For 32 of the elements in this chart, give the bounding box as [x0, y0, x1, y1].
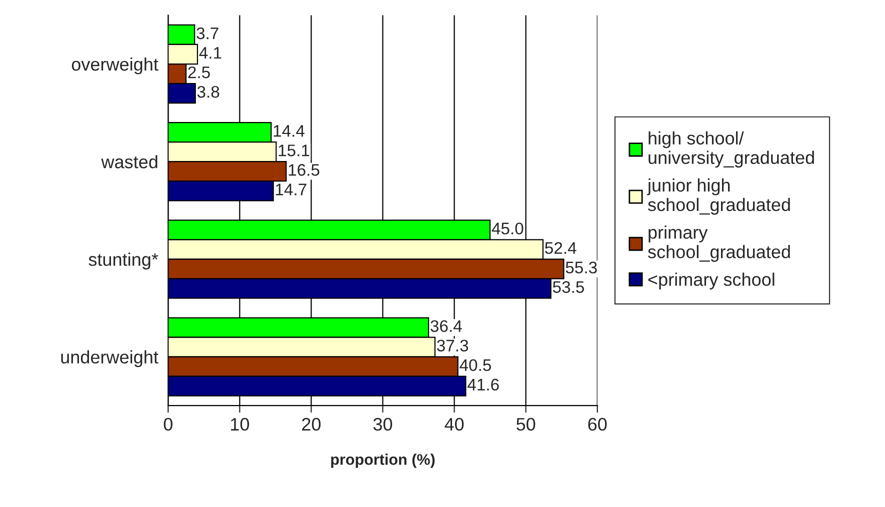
data-label: 40.5 [460, 359, 492, 372]
legend-label: junior high school_graduated [647, 178, 790, 215]
data-label: 53.5 [552, 281, 584, 293]
x-tick-label: 10 [231, 418, 250, 431]
y-tick-label: stunting* [88, 252, 158, 270]
legend-label: high school/ university_graduated [648, 131, 814, 168]
x-tick-label: 0 [164, 418, 172, 431]
y-tick-label: wasted [101, 155, 158, 168]
data-label: 3.7 [196, 27, 218, 40]
data-label: 36.4 [430, 320, 462, 332]
y-tick-label: underweight [61, 350, 158, 368]
x-tick-label: 40 [444, 418, 464, 431]
legend-label: primary school_graduated [648, 226, 790, 262]
data-label: 16.5 [288, 164, 320, 176]
data-label: 14.4 [274, 125, 305, 137]
data-label: 55.3 [566, 262, 597, 274]
data-label: 52.4 [545, 242, 576, 254]
data-label: 15.1 [278, 144, 310, 156]
legend-label: <primary school [648, 272, 774, 290]
x-tick-label: 30 [373, 418, 392, 431]
data-label: 41.6 [468, 378, 499, 391]
data-label: 14.7 [276, 184, 306, 196]
data-label: 2.5 [188, 66, 210, 78]
x-tick-label: 50 [516, 418, 536, 431]
y-tick-label: overweight [72, 57, 158, 74]
data-label: 45.0 [492, 222, 524, 234]
x-axis-title: proportion (%) [331, 454, 435, 468]
x-tick-label: 20 [302, 418, 321, 431]
data-label: 3.8 [197, 86, 220, 98]
data-label: 37.3 [437, 340, 468, 352]
data-label: 4.1 [199, 47, 222, 59]
x-tick-label: 60 [588, 418, 607, 431]
